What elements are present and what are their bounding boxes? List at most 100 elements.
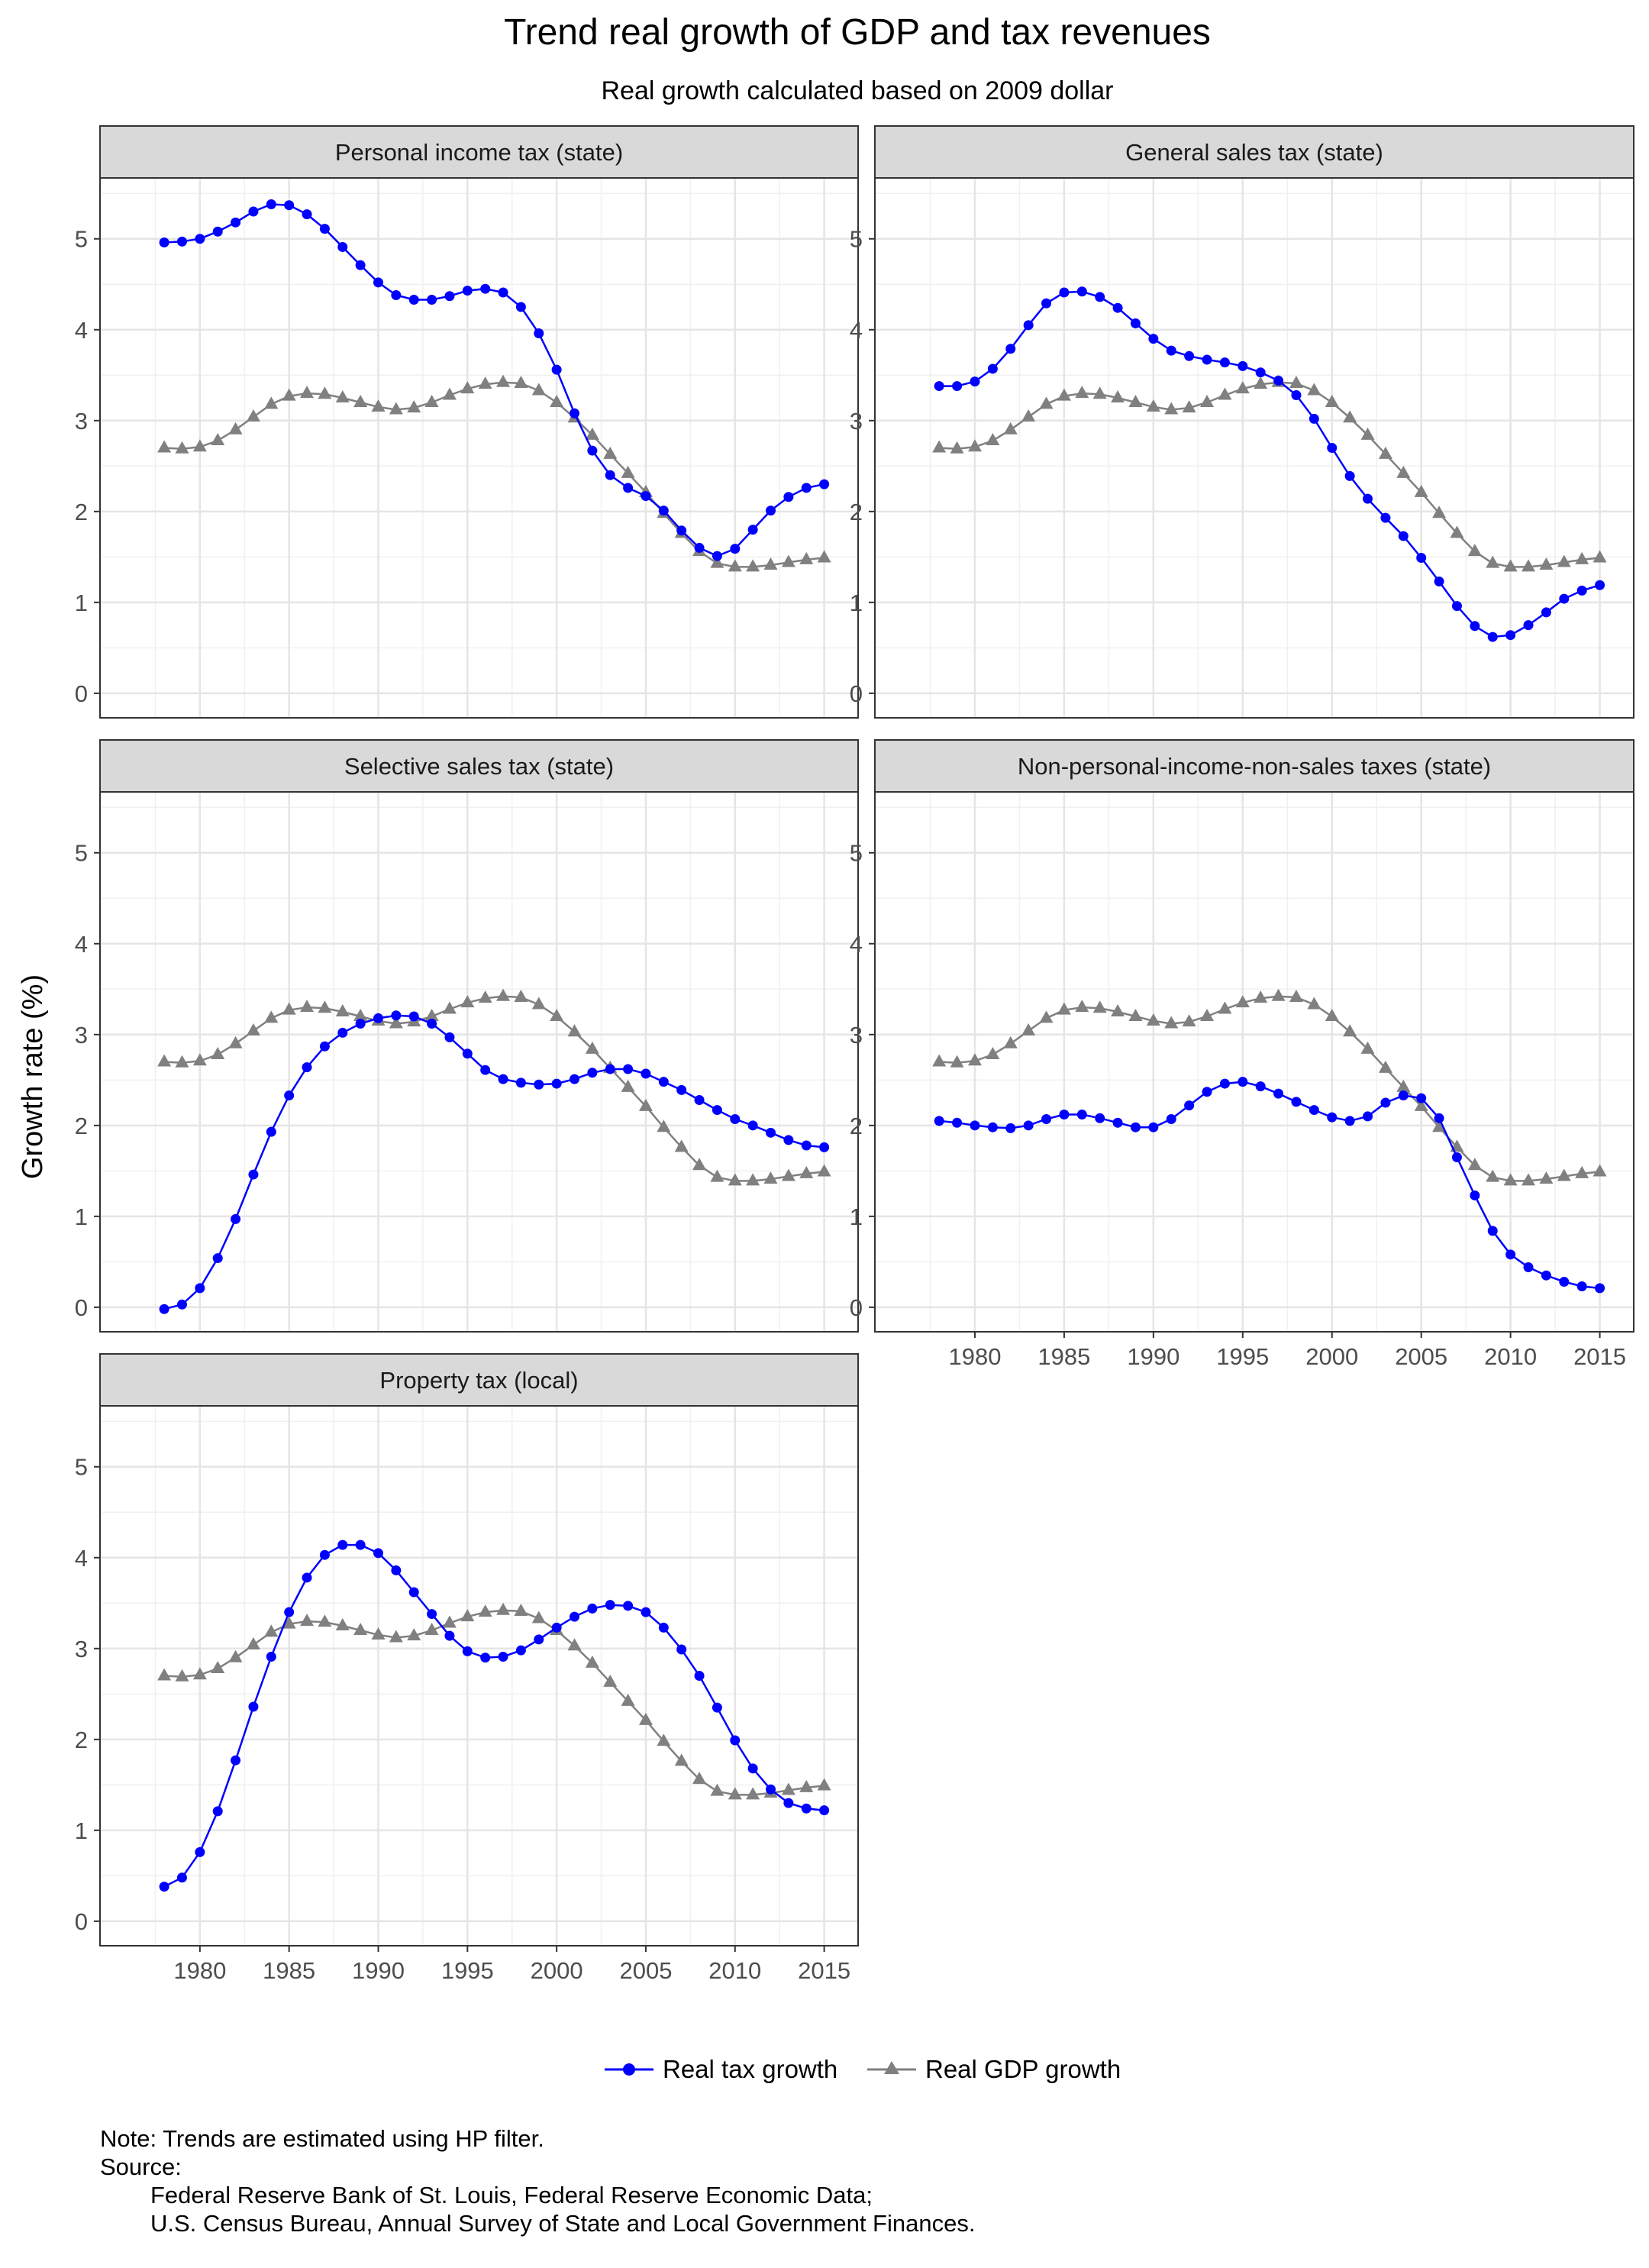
tax-point — [1166, 345, 1176, 356]
gdp-point — [1182, 1014, 1196, 1027]
tax-point — [1202, 1087, 1212, 1097]
gdp-point — [228, 1649, 243, 1662]
tax-point — [1523, 1262, 1534, 1272]
y-tick-label: 0 — [850, 680, 863, 707]
x-tick-label: 1985 — [263, 1957, 315, 1984]
tax-point — [1344, 1116, 1355, 1126]
tax-point — [1363, 493, 1373, 504]
tax-point — [498, 1074, 508, 1084]
y-tick-label: 4 — [850, 931, 863, 958]
gdp-point — [1522, 1173, 1536, 1186]
gdp-point — [746, 1787, 760, 1800]
tax-point — [1041, 298, 1052, 309]
tax-point — [1576, 1281, 1587, 1291]
tax-point — [1148, 1122, 1159, 1132]
gdp-point — [353, 394, 368, 407]
tax-point — [676, 1644, 687, 1655]
gdp-point — [657, 1119, 671, 1132]
tax-point — [1273, 1088, 1284, 1099]
tax-point — [783, 492, 794, 502]
gdp-point — [603, 1674, 618, 1687]
gdp-point — [1325, 1008, 1339, 1021]
panel-title: General sales tax (state) — [1125, 139, 1383, 166]
tax-point — [302, 1062, 312, 1073]
gdp-point — [175, 1055, 189, 1068]
tax-point — [391, 1010, 402, 1021]
tax-point — [747, 1763, 758, 1774]
tax-point — [1470, 621, 1480, 632]
gdp-point — [1218, 1001, 1232, 1014]
panel-background — [100, 1406, 858, 1946]
tax-point — [515, 1077, 526, 1088]
gdp-point — [442, 387, 457, 400]
tax-point — [766, 1127, 776, 1138]
tax-point — [1487, 632, 1498, 642]
gdp-point — [175, 1669, 189, 1682]
panel-strip — [874, 125, 1634, 179]
gdp-point — [1164, 1016, 1179, 1029]
gdp-point — [192, 1053, 207, 1066]
gdp-point — [1200, 1008, 1215, 1021]
panel-border — [99, 791, 859, 1333]
tax-point — [712, 1702, 722, 1713]
tax-point — [1130, 318, 1141, 328]
gdp-point — [950, 441, 964, 454]
gdp-point — [424, 1622, 439, 1635]
tax-point — [1398, 1090, 1409, 1101]
y-tick-label: 2 — [850, 499, 863, 525]
gdp-point — [817, 1164, 831, 1177]
tax-point — [319, 224, 330, 234]
gdp-point — [1486, 555, 1500, 568]
x-tick-label: 2005 — [619, 1957, 672, 1984]
tax-point — [408, 1587, 419, 1598]
panel-border — [874, 177, 1634, 719]
tax-point — [934, 1116, 944, 1126]
y-tick-label: 0 — [850, 1294, 863, 1321]
gdp-point — [950, 1055, 964, 1068]
gdp-point — [1128, 1008, 1143, 1021]
tax-point — [1184, 351, 1195, 361]
tax-point — [1451, 1152, 1462, 1162]
gdp-point — [264, 1624, 279, 1637]
tax-point — [970, 1120, 980, 1131]
x-tick-label: 1995 — [441, 1957, 494, 1984]
y-tick-label: 3 — [75, 1022, 88, 1048]
note-line-4: U.S. Census Bureau, Annual Survey of Sta… — [150, 2210, 976, 2237]
tax-point — [1434, 1113, 1444, 1123]
tax-point — [284, 200, 295, 211]
gdp-point — [282, 1002, 296, 1015]
gdp-point — [1325, 394, 1339, 407]
tax-point — [195, 1283, 205, 1294]
tax-point — [1470, 1190, 1480, 1200]
tax-point — [676, 525, 687, 536]
tax-point — [1451, 601, 1462, 612]
tax-point — [551, 1078, 562, 1089]
gdp-point — [1575, 1165, 1589, 1178]
tax-point — [1255, 367, 1266, 378]
panel-background — [100, 792, 858, 1332]
gdp-point — [335, 390, 350, 403]
x-tick-label: 1995 — [1216, 1343, 1269, 1370]
gdp-point — [407, 1628, 421, 1641]
legend-gdp-label: Real GDP growth — [925, 2055, 1121, 2083]
gdp-point — [282, 388, 296, 401]
tax-point — [730, 1735, 741, 1746]
x-tick-label: 2000 — [1305, 1343, 1358, 1370]
gdp-point — [157, 1668, 172, 1681]
tax-point — [248, 206, 259, 217]
y-tick-label: 2 — [75, 1113, 88, 1139]
y-tick-label: 0 — [75, 1908, 88, 1935]
tax-point — [498, 287, 508, 298]
gdp-point — [1575, 551, 1589, 564]
gdp-point — [514, 989, 528, 1002]
y-tick-label: 1 — [850, 590, 863, 616]
gdp-point — [746, 1173, 760, 1186]
tax-point — [730, 544, 741, 554]
tax-point — [302, 209, 312, 220]
y-tick-label: 2 — [75, 499, 88, 525]
gdp-point — [424, 1008, 439, 1021]
chart-subtitle: Real growth calculated based on 2009 dol… — [601, 76, 1113, 105]
tax-point — [1238, 360, 1248, 371]
gdp-point — [211, 1046, 225, 1059]
gdp-point — [1254, 376, 1268, 389]
